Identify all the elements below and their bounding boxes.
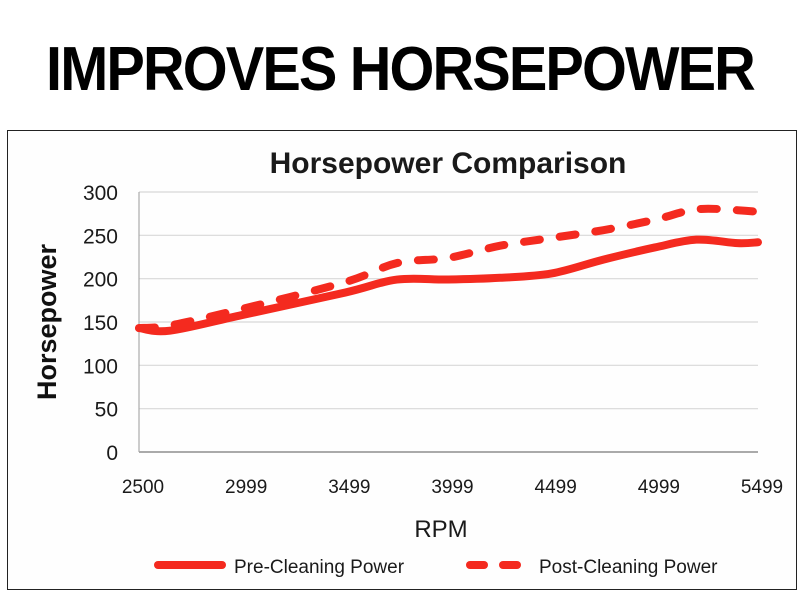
y-tick-label: 100 [83, 355, 118, 378]
x-tick-label: 5499 [741, 477, 783, 498]
y-tick-label: 250 [83, 225, 118, 248]
x-tick-label: 4499 [535, 477, 577, 498]
y-axis-ticks: 0 50 100 150 200 250 300 [83, 182, 118, 465]
y-tick-label: 0 [106, 442, 118, 465]
series-lines [135, 204, 762, 336]
y-tick-label: 300 [83, 182, 118, 205]
x-axis-label: RPM [414, 516, 467, 543]
x-tick-label: 3999 [431, 477, 473, 498]
legend-label-post: Post-Cleaning Power [539, 557, 718, 578]
legend: Pre-Cleaning Power Post-Cleaning Power [154, 557, 718, 578]
x-tick-label: 3499 [328, 477, 370, 498]
y-tick-label: 150 [83, 312, 118, 335]
headline: IMPROVES HORSEPOWER [46, 35, 756, 104]
y-tick-label: 200 [83, 269, 118, 292]
x-tick-label: 2500 [122, 477, 164, 498]
pre-cleaning-line [135, 235, 762, 336]
x-tick-label: 2999 [225, 477, 267, 498]
gridlines [138, 191, 758, 453]
chart-title: Horsepower Comparison [270, 147, 627, 180]
post-cleaning-line [135, 204, 762, 333]
x-tick-label: 4999 [638, 477, 680, 498]
y-axis-label: Horsepower [32, 243, 62, 400]
y-tick-label: 50 [95, 399, 118, 422]
x-axis-ticks: 2500 2999 3499 3999 4499 4999 5499 [122, 477, 783, 498]
legend-label-pre: Pre-Cleaning Power [234, 557, 405, 578]
